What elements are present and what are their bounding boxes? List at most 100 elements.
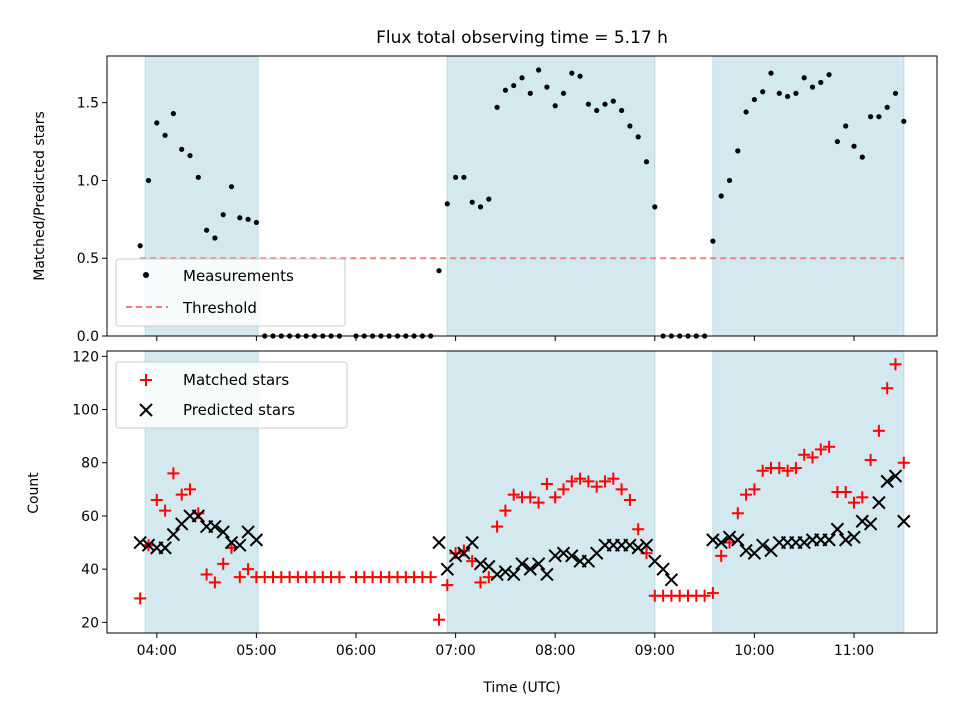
top-plot-frame [106, 55, 938, 337]
measurement-point [502, 87, 508, 93]
matched-stars-point [756, 464, 769, 477]
matched-stars-point [424, 571, 437, 584]
measurement-point [851, 143, 857, 149]
predicted-stars-point [664, 573, 679, 587]
predicted-stars-point [233, 538, 247, 552]
x-b [548, 549, 562, 563]
x-b [216, 525, 230, 539]
matched-stars-point [781, 464, 794, 477]
matched-stars-point [864, 454, 877, 467]
measurement-point [859, 154, 865, 160]
matched-stars-point [748, 483, 761, 496]
measurement-point [544, 84, 550, 90]
measurement-point [560, 90, 567, 96]
measurement-point [577, 73, 583, 79]
predicted-stars-point [224, 535, 239, 550]
bottom-plot-frame [106, 350, 938, 634]
x-b [838, 533, 853, 547]
predicted-stars-point [565, 549, 579, 563]
x-b [797, 535, 811, 550]
x-b [465, 535, 479, 550]
predicted-stars-point [523, 562, 538, 576]
x-b [498, 565, 513, 579]
predicted-stars-point [731, 533, 745, 547]
x-b [631, 541, 645, 555]
predicted-stars-point [141, 538, 156, 552]
predicted-stars-point [888, 469, 903, 483]
predicted-stars-point [515, 557, 529, 571]
top-legend: Measurements Threshold [115, 258, 346, 327]
predicted-stars-point [473, 557, 488, 571]
x-b [722, 530, 737, 544]
matched-stars-point [233, 571, 246, 584]
matched-stars-point [167, 467, 180, 480]
predicted-stars-point [133, 535, 147, 550]
y-tick-label: 100 [72, 403, 99, 419]
predicted-stars-point [863, 517, 878, 531]
y-tick-label: 40 [81, 562, 99, 578]
matched-stars-point [806, 451, 819, 464]
x-b [847, 530, 861, 544]
x-b [540, 567, 554, 582]
measurement-point [220, 212, 226, 218]
predicted-stars-point [448, 549, 463, 563]
y-tick-label: 120 [72, 349, 99, 365]
matched-stars-point [159, 504, 172, 517]
bottom-legend-box [115, 361, 348, 429]
matched-stars-point [208, 576, 221, 589]
measurement-point [179, 146, 185, 152]
x-b [897, 514, 911, 528]
predicted-stars-point [739, 543, 753, 558]
measurement-point [162, 132, 168, 138]
measurement-point [237, 215, 243, 221]
matched-stars-point [466, 555, 479, 568]
matched-stars-point [740, 488, 753, 501]
y-tick-label: 0.0 [77, 329, 99, 345]
x-b [523, 562, 538, 576]
y-tick-label: 20 [81, 615, 99, 631]
matched-stars-point [607, 472, 620, 485]
bottom-legend: Matched stars Predicted stars [115, 361, 348, 429]
legend-predicted-marker [139, 403, 153, 417]
matched-stars-point [582, 475, 595, 488]
legend-measurements-marker [143, 272, 149, 278]
x-b [755, 538, 770, 552]
matched-stars-point [134, 592, 147, 605]
predicted-stars-point [656, 562, 670, 576]
measurement-point [486, 196, 492, 202]
predicted-stars-point [872, 495, 886, 510]
predicted-stars-point [457, 546, 471, 560]
measurement-point [643, 159, 650, 165]
x-tick-label: 05:00 [236, 643, 276, 659]
predicted-stars-point [847, 530, 861, 544]
measurement-point [809, 84, 816, 90]
x-b [531, 557, 546, 571]
matched-stars-point [482, 571, 495, 584]
top-legend-box [115, 258, 346, 327]
matched-stars-point [623, 493, 636, 506]
predicted-stars-point [830, 522, 845, 536]
measurement-point [751, 96, 758, 103]
measurement-point [245, 216, 251, 222]
observing-window [712, 350, 905, 634]
measurement-point [552, 103, 558, 109]
x-b [822, 533, 836, 547]
x-b [830, 522, 845, 536]
measurement-point [619, 107, 625, 114]
measurement-point [569, 70, 575, 76]
x-b [515, 557, 529, 571]
matched-stars-point [491, 520, 504, 533]
predicted-stars-point [506, 567, 521, 582]
matched-stars-point [889, 358, 902, 371]
measurement-point [627, 123, 633, 129]
predicted-stars-point [855, 514, 870, 528]
top-panel: 0.0 0.5 1.0 1.5 Matched/Predicted stars Mea… [32, 55, 938, 345]
matched-stars-point [590, 480, 603, 493]
measurement-point [735, 148, 741, 154]
measurement-point [228, 184, 235, 190]
measurement-point [652, 204, 658, 210]
matched-stars-point [184, 483, 196, 496]
matched-stars-point [524, 491, 537, 504]
top-axis-ticks: 0.0 0.5 1.0 1.5 [77, 96, 855, 345]
x-b [490, 567, 504, 582]
